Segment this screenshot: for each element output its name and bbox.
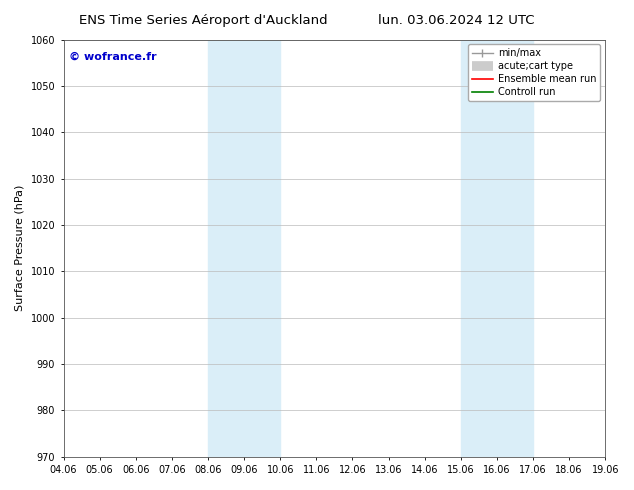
Bar	[461, 40, 533, 457]
Legend: min/max, acute;cart type, Ensemble mean run, Controll run: min/max, acute;cart type, Ensemble mean …	[468, 45, 600, 101]
Bar	[208, 40, 280, 457]
Text: © wofrance.fr: © wofrance.fr	[69, 52, 157, 62]
Text: lun. 03.06.2024 12 UTC: lun. 03.06.2024 12 UTC	[378, 14, 534, 27]
Text: ENS Time Series Aéroport d'Auckland: ENS Time Series Aéroport d'Auckland	[79, 14, 327, 27]
Y-axis label: Surface Pressure (hPa): Surface Pressure (hPa)	[15, 185, 25, 311]
